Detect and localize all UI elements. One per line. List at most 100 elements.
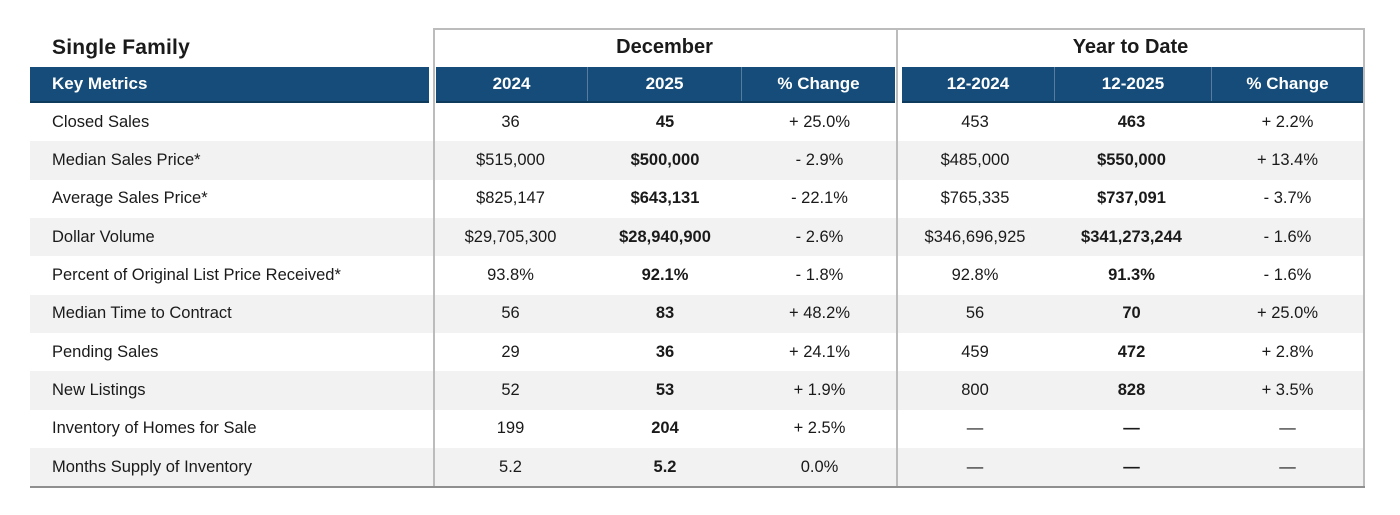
dec-2024-value: 56: [501, 304, 520, 323]
ytd-2025-value: $550,000: [1097, 151, 1166, 170]
ytd-change-value: + 13.4%: [1256, 151, 1318, 170]
ytd-change-value: - 3.7%: [1263, 189, 1312, 208]
table-row: Pending Sales 29 36 + 24.1% 459 472 + 2.…: [30, 333, 1365, 371]
col-header-ytd-change: % Change: [1211, 67, 1363, 101]
key-metrics-table: Single Family December Year to Date Key …: [30, 28, 1365, 488]
dec-2025-value: $500,000: [630, 151, 700, 170]
table-top-border: [433, 28, 1365, 30]
metric-label: Median Sales Price*: [52, 151, 201, 170]
ytd-change-value: - 1.6%: [1263, 266, 1312, 285]
ytd-change-value: + 3.5%: [1261, 381, 1314, 400]
col-header-dec-2024: 2024: [492, 74, 531, 93]
ytd-2024-value: 92.8%: [951, 266, 999, 285]
dec-2025-value: 92.1%: [641, 266, 689, 285]
dec-2024-value: $29,705,300: [464, 227, 557, 246]
ytd-2025-value: 828: [1117, 381, 1146, 400]
dec-change-value: - 22.1%: [791, 189, 848, 208]
metric-label: Closed Sales: [52, 112, 150, 131]
col-header-dec-2025: 2025: [587, 67, 741, 101]
ytd-2025-value: 463: [1117, 112, 1146, 131]
table-row: Inventory of Homes for Sale 199 204 + 2.…: [30, 410, 1365, 448]
metric-label: Percent of Original List Price Received*: [52, 266, 341, 285]
ytd-2024-value: $485,000: [940, 151, 1010, 170]
dec-change-value: + 1.9%: [793, 381, 846, 400]
group-title-december: December: [616, 36, 713, 58]
dec-2025-value: 5.2: [653, 457, 677, 476]
metric-label: Median Time to Contract: [52, 304, 232, 323]
dec-change-value: + 25.0%: [788, 112, 850, 131]
dec-change-value: + 24.1%: [788, 342, 850, 361]
table-row: Percent of Original List Price Received*…: [30, 256, 1365, 294]
ytd-2025-value: $341,273,244: [1081, 227, 1182, 246]
table-row: Median Time to Contract 56 83 + 48.2% 56…: [30, 294, 1365, 334]
ytd-change-value: + 2.2%: [1261, 112, 1314, 131]
metric-label: Months Supply of Inventory: [52, 457, 252, 476]
dec-2025-value: $643,131: [630, 189, 700, 208]
ytd-2024-value: 459: [961, 342, 989, 361]
ytd-2025-value: $737,091: [1097, 189, 1166, 208]
dec-2024-value: 36: [501, 112, 520, 131]
ytd-2024-value: 453: [961, 112, 989, 131]
ytd-2024-value: —: [966, 457, 984, 476]
dec-change-value: + 48.2%: [788, 304, 850, 323]
table-row: Closed Sales 36 45 + 25.0% 453 463 + 2.2…: [30, 103, 1365, 141]
metric-label: New Listings: [52, 381, 146, 400]
dec-2025-value: 83: [655, 304, 675, 323]
table-row: Average Sales Price* $825,147 $643,131 -…: [30, 180, 1365, 218]
metric-label: Dollar Volume: [52, 227, 155, 246]
ytd-header-group: 12-2024 12-2025 % Change: [902, 67, 1363, 103]
dec-2024-value: 52: [501, 381, 520, 400]
dec-2024-value: 199: [496, 419, 525, 438]
ytd-change-value: —: [1279, 457, 1296, 476]
ytd-2024-value: 800: [961, 381, 989, 400]
col-header-ytd-2024: 12-2024: [946, 74, 1010, 93]
col-header-ytd-2025: 12-2025: [1054, 67, 1211, 101]
column-header-row: Key Metrics 2024 2025 % Change 12-2024 1…: [30, 67, 1365, 103]
dec-2025-value: $28,940,900: [619, 227, 711, 246]
december-header-group: 2024 2025 % Change: [436, 67, 895, 103]
section-divider-right: [1363, 28, 1365, 486]
section-divider-middle: [896, 28, 898, 486]
dec-2025-value: 53: [655, 381, 675, 400]
dec-change-value: + 2.5%: [793, 419, 846, 438]
ytd-2025-value: 70: [1122, 304, 1141, 323]
dec-2024-value: 93.8%: [487, 266, 534, 285]
key-metrics-header: Key Metrics: [30, 67, 429, 103]
ytd-2024-value: $765,335: [940, 189, 1010, 208]
metric-label: Inventory of Homes for Sale: [52, 419, 257, 438]
ytd-change-value: + 25.0%: [1256, 304, 1318, 323]
dec-2025-value: 204: [651, 419, 679, 438]
dec-2025-value: 36: [655, 342, 675, 361]
ytd-2024-value: $346,696,925: [924, 227, 1026, 246]
dec-2024-value: 29: [501, 342, 520, 361]
table-body: Closed Sales 36 45 + 25.0% 453 463 + 2.2…: [30, 103, 1365, 487]
dec-2024-value: $515,000: [476, 151, 545, 170]
ytd-change-value: - 1.6%: [1263, 227, 1312, 246]
ytd-2025-value: 472: [1117, 342, 1146, 361]
ytd-2024-value: 56: [965, 304, 985, 323]
page-title: Single Family: [52, 35, 190, 59]
table-title-row: Single Family December Year to Date: [30, 28, 1365, 67]
section-divider-left: [433, 28, 435, 486]
metric-label: Average Sales Price*: [52, 189, 208, 208]
dec-change-value: - 2.6%: [795, 227, 844, 246]
dec-2024-value: $825,147: [476, 189, 545, 208]
table-row: Months Supply of Inventory 5.2 5.2 0.0% …: [30, 448, 1365, 487]
dec-change-value: - 2.9%: [795, 151, 844, 170]
metric-label: Pending Sales: [52, 342, 159, 361]
ytd-change-value: + 2.8%: [1261, 342, 1314, 361]
dec-2025-value: 45: [655, 112, 675, 131]
table-row: Median Sales Price* $515,000 $500,000 - …: [30, 141, 1365, 180]
dec-2024-value: 5.2: [499, 457, 522, 476]
dec-change-value: 0.0%: [800, 457, 839, 476]
ytd-2024-value: —: [966, 419, 984, 438]
dec-change-value: - 1.8%: [795, 266, 844, 285]
ytd-2025-value: —: [1123, 419, 1140, 438]
ytd-change-value: —: [1279, 419, 1296, 438]
ytd-2025-value: 91.3%: [1108, 266, 1155, 285]
ytd-2025-value: —: [1123, 457, 1140, 476]
table-row: New Listings 52 53 + 1.9% 800 828 + 3.5%: [30, 371, 1365, 410]
group-title-year-to-date: Year to Date: [1072, 36, 1189, 58]
col-header-dec-change: % Change: [741, 67, 895, 101]
table-row: Dollar Volume $29,705,300 $28,940,900 - …: [30, 218, 1365, 257]
